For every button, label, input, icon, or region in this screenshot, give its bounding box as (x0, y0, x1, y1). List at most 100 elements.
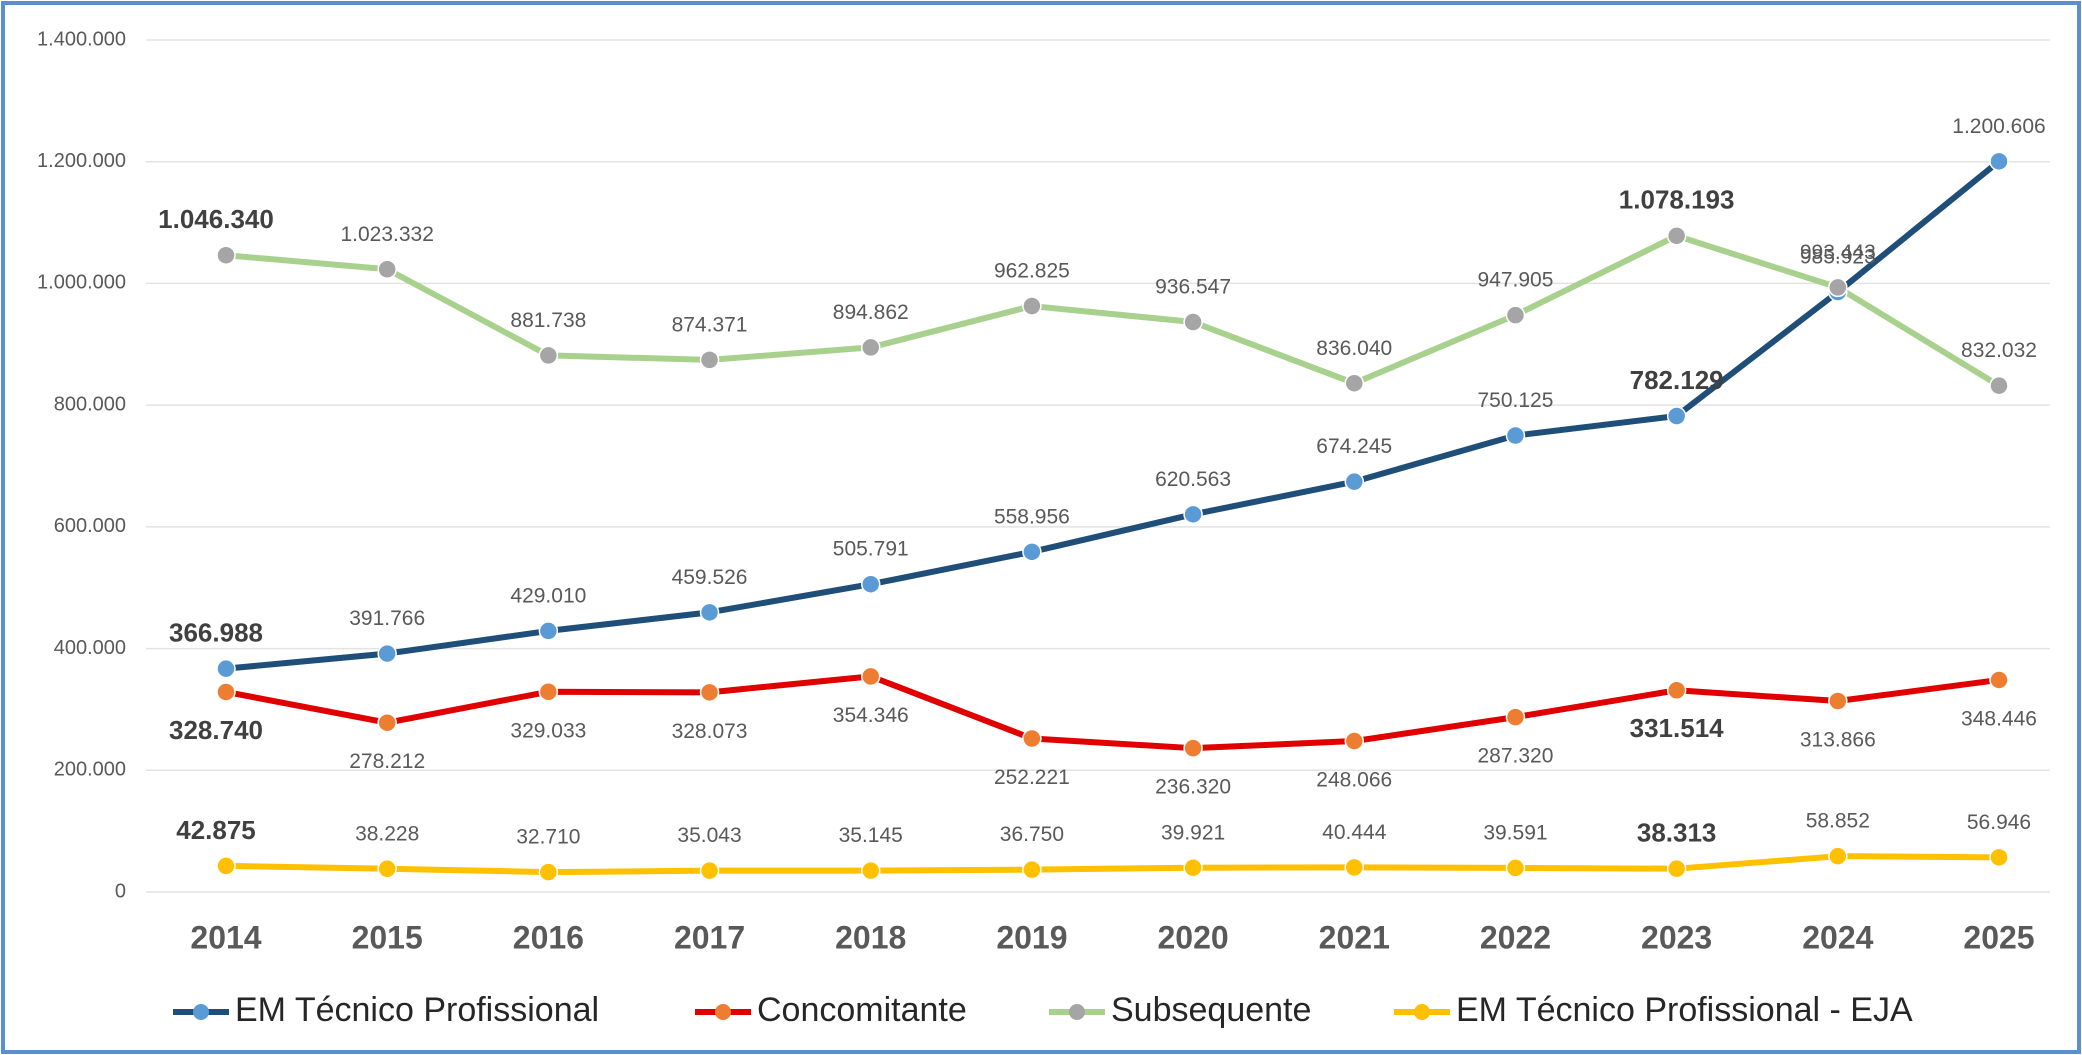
point (1989, 847, 2009, 868)
x-tick-label: 2015 (352, 919, 423, 955)
data-label: 429.010 (510, 584, 586, 607)
point (1344, 731, 1365, 751)
data-label: 1.200.606 (1952, 115, 2045, 138)
point (1505, 305, 1526, 325)
point (1828, 691, 1848, 711)
data-label: 674.245 (1316, 435, 1392, 458)
legend-label: EM Técnico Profissional (235, 991, 599, 1029)
point (699, 682, 720, 703)
data-label: 278.212 (349, 750, 425, 773)
x-tick-label: 2020 (1157, 919, 1228, 955)
data-label: 558.956 (994, 505, 1070, 528)
legend-marker (193, 1004, 209, 1020)
x-tick-label: 2021 (1319, 919, 1390, 955)
point (1183, 312, 1203, 332)
data-label: 32.710 (516, 826, 580, 849)
data-label: 1.046.340 (158, 204, 274, 234)
point (860, 666, 881, 687)
data-label: 874.371 (672, 313, 748, 336)
point (1666, 680, 1687, 701)
legend-label: EM Técnico Profissional - EJA (1456, 991, 1913, 1029)
data-label: 1.023.332 (340, 223, 433, 246)
point (538, 621, 559, 641)
point (1183, 504, 1203, 525)
point (1022, 859, 1042, 880)
data-label: 39.591 (1483, 821, 1547, 844)
point (1505, 425, 1526, 446)
data-label: 313.866 (1800, 729, 1876, 752)
data-label: 1.078.193 (1619, 185, 1735, 215)
point (1666, 226, 1687, 246)
data-label: 38.228 (355, 822, 419, 845)
point (1022, 296, 1042, 316)
data-label: 328.073 (672, 720, 748, 743)
data-label: 35.043 (677, 824, 741, 847)
y-tick-label: 1.400.000 (37, 28, 126, 50)
data-label: 782.129 (1630, 365, 1724, 395)
point (1344, 471, 1365, 492)
point (699, 350, 720, 370)
data-label: 947.905 (1477, 269, 1553, 292)
data-label: 962.825 (994, 260, 1070, 283)
point (1505, 707, 1526, 727)
x-tick-label: 2023 (1641, 919, 1712, 955)
data-label: 39.921 (1161, 821, 1225, 844)
x-tick-label: 2016 (513, 919, 584, 955)
data-label: 36.750 (1000, 823, 1064, 846)
data-label: 252.221 (994, 766, 1070, 789)
data-label: 328.740 (169, 715, 263, 745)
point (377, 643, 397, 664)
data-label: 329.033 (510, 719, 586, 742)
point (1989, 670, 2009, 690)
point (699, 860, 720, 881)
data-label: 985.923 (1800, 246, 1876, 269)
y-tick-label: 800.000 (54, 393, 126, 415)
data-label: 505.791 (833, 538, 909, 561)
point (860, 574, 881, 594)
data-label: 236.320 (1155, 776, 1231, 799)
data-label: 35.145 (839, 824, 903, 847)
data-label: 750.125 (1477, 389, 1553, 412)
point (1828, 846, 1848, 866)
point (1505, 858, 1526, 878)
point (699, 602, 720, 623)
point (1828, 277, 1848, 298)
x-tick-label: 2024 (1802, 919, 1873, 955)
point (1666, 406, 1687, 426)
legend-label: Subsequente (1111, 991, 1311, 1029)
point (377, 259, 397, 279)
legend-marker (715, 1004, 731, 1020)
data-label: 348.446 (1961, 707, 2037, 730)
data-label: 894.862 (833, 301, 909, 324)
y-tick-label: 600.000 (54, 515, 126, 537)
data-label: 354.346 (833, 704, 909, 727)
point (1989, 151, 2009, 172)
data-label: 248.066 (1316, 769, 1392, 792)
x-tick-label: 2017 (674, 919, 745, 955)
point (1666, 858, 1687, 879)
data-label: 42.875 (176, 815, 256, 845)
point (538, 682, 559, 702)
point (1344, 857, 1365, 878)
y-tick-label: 1.200.000 (37, 150, 126, 172)
data-label: 993.443 (1800, 241, 1876, 264)
legend-marker (1414, 1004, 1430, 1020)
x-tick-label: 2018 (835, 919, 906, 955)
data-label: 936.547 (1155, 276, 1231, 299)
data-label: 459.526 (672, 566, 748, 589)
point (216, 658, 236, 679)
point (538, 345, 559, 366)
series-line (225, 853, 2000, 876)
y-tick-label: 0 (115, 880, 126, 902)
data-label: 287.320 (1477, 745, 1553, 768)
data-label: 620.563 (1155, 468, 1231, 491)
x-tick-label: 2022 (1480, 919, 1551, 955)
y-tick-label: 200.000 (54, 759, 126, 781)
point (860, 337, 881, 358)
data-label: 832.032 (1961, 339, 2037, 362)
point (216, 682, 236, 702)
point (216, 245, 236, 265)
series-line (225, 673, 2000, 752)
data-label: 366.988 (169, 618, 263, 648)
